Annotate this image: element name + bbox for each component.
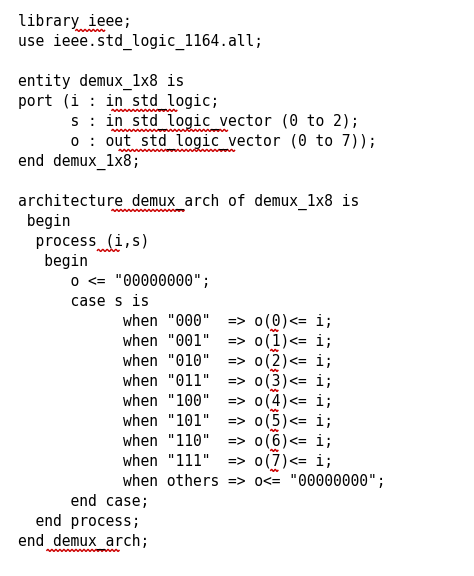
Text: case s is: case s is — [18, 294, 149, 309]
Text: end process;: end process; — [18, 514, 140, 529]
Text: begin: begin — [18, 214, 71, 229]
Text: entity demux_1x8 is: entity demux_1x8 is — [18, 74, 184, 90]
Text: when "101"  => o(5)<= i;: when "101" => o(5)<= i; — [18, 414, 333, 429]
Text: when "110"  => o(6)<= i;: when "110" => o(6)<= i; — [18, 434, 333, 449]
Text: when "010"  => o(2)<= i;: when "010" => o(2)<= i; — [18, 354, 333, 369]
Text: end demux_arch;: end demux_arch; — [18, 534, 149, 550]
Text: when "011"  => o(3)<= i;: when "011" => o(3)<= i; — [18, 374, 333, 389]
Text: end case;: end case; — [18, 494, 149, 509]
Text: o <= "00000000";: o <= "00000000"; — [18, 274, 210, 289]
Text: architecture demux_arch of demux_1x8 is: architecture demux_arch of demux_1x8 is — [18, 194, 359, 210]
Text: s : in std_logic_vector (0 to 2);: s : in std_logic_vector (0 to 2); — [18, 114, 359, 130]
Text: o : out std_logic_vector (0 to 7));: o : out std_logic_vector (0 to 7)); — [18, 134, 377, 150]
Text: when "111"  => o(7)<= i;: when "111" => o(7)<= i; — [18, 454, 333, 469]
Text: process (i,s): process (i,s) — [18, 234, 149, 249]
Text: when "100"  => o(4)<= i;: when "100" => o(4)<= i; — [18, 394, 333, 409]
Text: end demux_1x8;: end demux_1x8; — [18, 154, 140, 170]
Text: when others => o<= "00000000";: when others => o<= "00000000"; — [18, 474, 385, 489]
Text: port (i : in std_logic;: port (i : in std_logic; — [18, 94, 219, 110]
Text: when "001"  => o(1)<= i;: when "001" => o(1)<= i; — [18, 334, 333, 349]
Text: library ieee;: library ieee; — [18, 14, 132, 29]
Text: use ieee.std_logic_1164.all;: use ieee.std_logic_1164.all; — [18, 34, 263, 50]
Text: when "000"  => o(0)<= i;: when "000" => o(0)<= i; — [18, 314, 333, 329]
Text: begin: begin — [18, 254, 88, 269]
